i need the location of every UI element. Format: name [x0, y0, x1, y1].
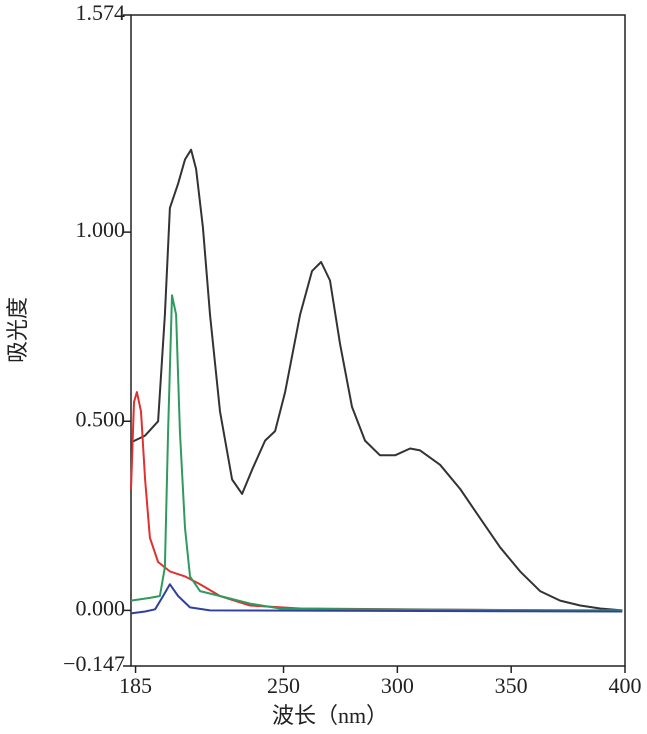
x-axis-label: 波长（nm）: [272, 703, 388, 728]
x-tick-label: 300: [381, 673, 414, 698]
y-tick-label: 1.574: [76, 0, 126, 25]
series-line: [130, 583, 623, 615]
y-tick-label: 1.000: [76, 217, 126, 242]
y-axis-label: 吸光度: [5, 297, 30, 363]
plot-frame: [130, 14, 626, 667]
y-tick-label: 0.000: [76, 595, 126, 620]
x-tick-label: 185: [119, 673, 152, 698]
y-tick-label: 0.500: [76, 406, 126, 431]
series-line: [130, 294, 623, 612]
y-tick-label: −0.147: [63, 651, 125, 676]
x-tick-label: 400: [609, 673, 642, 698]
x-tick-label: 250: [267, 673, 300, 698]
series-line: [130, 391, 541, 612]
x-tick-label: 350: [495, 673, 528, 698]
series-line: [130, 148, 623, 612]
